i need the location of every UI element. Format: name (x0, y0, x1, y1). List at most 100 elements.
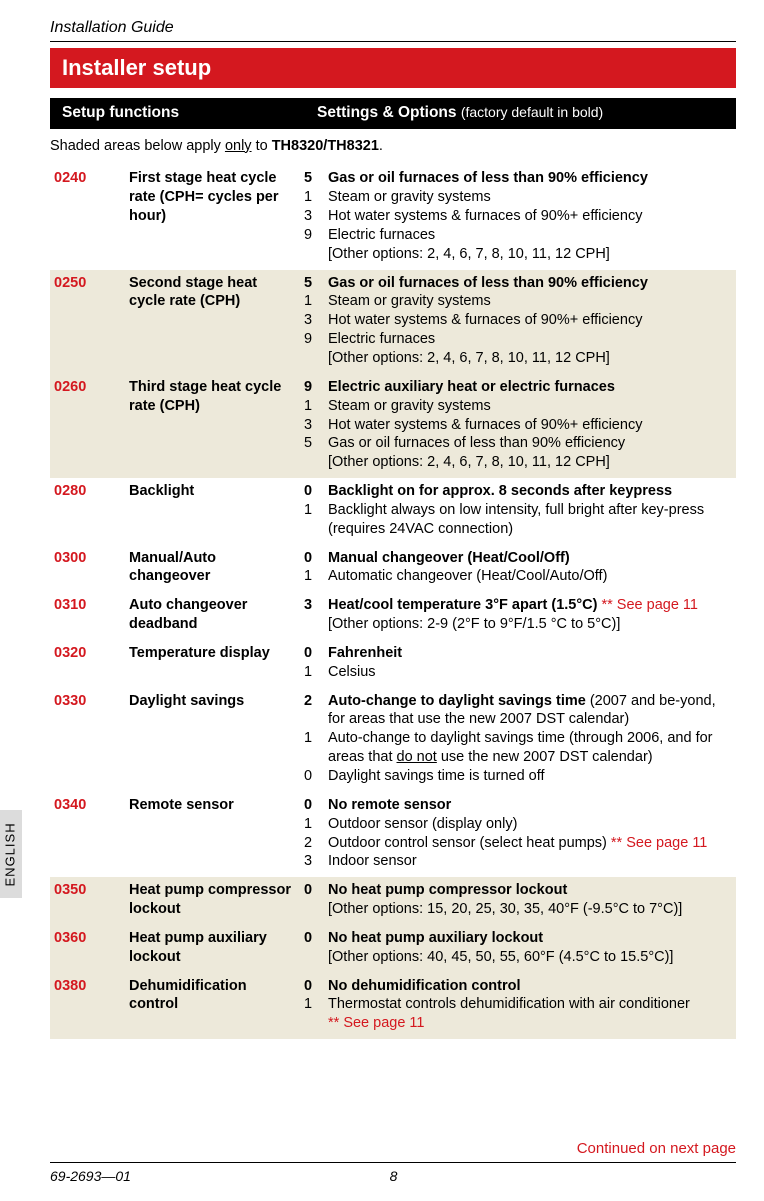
option-number: 0 (304, 767, 328, 786)
setting-code: 0280 (54, 482, 129, 539)
setting-options: 5Gas or oil furnaces of less than 90% ef… (304, 274, 730, 368)
setting-function: Temperature display (129, 644, 304, 682)
option-bracket: [Other options: 2, 4, 6, 7, 8, 10, 11, 1… (328, 453, 730, 472)
option-number: 9 (304, 226, 328, 245)
option-line: 1Auto-change to daylight savings time (t… (304, 729, 730, 767)
option-text: Manual changeover (Heat/Cool/Off) (328, 549, 730, 568)
option-line: 1Steam or gravity systems (304, 292, 730, 311)
option-text: Hot water systems & furnaces of 90%+ eff… (328, 311, 730, 330)
option-text: Gas or oil furnaces of less than 90% eff… (328, 169, 730, 188)
setting-row: 0240First stage heat cycle rate (CPH= cy… (50, 165, 736, 269)
setting-row: 0340Remote sensor0No remote sensor1Outdo… (50, 792, 736, 877)
option-number: 1 (304, 501, 328, 520)
continued-note: Continued on next page (0, 1139, 764, 1159)
setting-code: 0360 (54, 929, 129, 967)
setting-function: Heat pump auxiliary lockout (129, 929, 304, 967)
setting-row: 0310Auto changeover deadband3Heat/cool t… (50, 592, 736, 640)
setting-code: 0240 (54, 169, 129, 263)
option-bracket: [Other options: 2, 4, 6, 7, 8, 10, 11, 1… (328, 245, 730, 264)
option-text: Gas or oil furnaces of less than 90% eff… (328, 434, 730, 453)
setting-code: 0330 (54, 692, 129, 786)
option-line: 1Celsius (304, 663, 730, 682)
option-bracket: [Other options: 40, 45, 50, 55, 60°F (4.… (328, 948, 730, 967)
top-rule (50, 41, 736, 42)
option-line: 0No heat pump auxiliary lockout (304, 929, 730, 948)
option-text: Electric auxiliary heat or electric furn… (328, 378, 730, 397)
setting-code: 0250 (54, 274, 129, 368)
setting-row: 0260Third stage heat cycle rate (CPH)9El… (50, 374, 736, 478)
page-number: 8 (390, 1167, 398, 1185)
option-line: 5Gas or oil furnaces of less than 90% ef… (304, 169, 730, 188)
column-header: Setup functions Settings & Options (fact… (50, 98, 736, 128)
guide-title: Installation Guide (50, 18, 736, 39)
option-line: 3Hot water systems & furnaces of 90%+ ef… (304, 416, 730, 435)
option-text: No heat pump compressor lockout (328, 881, 730, 900)
option-text: Outdoor sensor (display only) (328, 815, 730, 834)
option-bracket: [Other options: 15, 20, 25, 30, 35, 40°F… (328, 900, 730, 919)
setting-code: 0320 (54, 644, 129, 682)
setting-function: Second stage heat cycle rate (CPH) (129, 274, 304, 368)
option-line: 3Indoor sensor (304, 852, 730, 871)
option-line: 1Backlight always on low intensity, full… (304, 501, 730, 539)
option-number: 1 (304, 815, 328, 834)
setting-function: Auto changeover deadband (129, 596, 304, 634)
option-number: 2 (304, 692, 328, 711)
option-line: 0No heat pump compressor lockout (304, 881, 730, 900)
option-line: 0No remote sensor (304, 796, 730, 815)
setting-options: 9Electric auxiliary heat or electric fur… (304, 378, 730, 472)
option-number: 5 (304, 434, 328, 453)
option-number: 9 (304, 330, 328, 349)
option-line: 9Electric furnaces (304, 330, 730, 349)
setting-function: Daylight savings (129, 692, 304, 786)
setting-code: 0310 (54, 596, 129, 634)
option-number: 0 (304, 881, 328, 900)
option-text: No heat pump auxiliary lockout (328, 929, 730, 948)
setting-function: Heat pump compressor lockout (129, 881, 304, 919)
option-text: Automatic changeover (Heat/Cool/Auto/Off… (328, 567, 730, 586)
setting-options: 0Manual changeover (Heat/Cool/Off)1Autom… (304, 549, 730, 587)
col-functions: Setup functions (62, 103, 317, 123)
setting-function: Manual/Auto changeover (129, 549, 304, 587)
setting-code: 0340 (54, 796, 129, 871)
option-text: Indoor sensor (328, 852, 730, 871)
option-bracket: [Other options: 2, 4, 6, 7, 8, 10, 11, 1… (328, 349, 730, 368)
setting-options: 3Heat/cool temperature 3°F apart (1.5°C)… (304, 596, 730, 634)
setting-options: 0No remote sensor1Outdoor sensor (displa… (304, 796, 730, 871)
option-text: No dehumidification control (328, 977, 730, 996)
section-banner: Installer setup (50, 48, 736, 89)
option-line: 3Hot water systems & furnaces of 90%+ ef… (304, 311, 730, 330)
option-text: Hot water systems & furnaces of 90%+ eff… (328, 207, 730, 226)
option-line: 0Daylight savings time is turned off (304, 767, 730, 786)
option-line: 0Fahrenheit (304, 644, 730, 663)
page-footer: 69-2693—01 8 (0, 1162, 764, 1185)
option-number: 3 (304, 207, 328, 226)
option-number: 3 (304, 852, 328, 871)
option-number: 0 (304, 644, 328, 663)
option-text: Electric furnaces (328, 330, 730, 349)
option-text: No remote sensor (328, 796, 730, 815)
option-number: 0 (304, 549, 328, 568)
setting-code: 0300 (54, 549, 129, 587)
option-line: 5Gas or oil furnaces of less than 90% ef… (304, 274, 730, 293)
option-text: Outdoor control sensor (select heat pump… (328, 834, 730, 853)
option-text: Celsius (328, 663, 730, 682)
setting-row: 0360Heat pump auxiliary lockout0No heat … (50, 925, 736, 973)
setting-row: 0280Backlight0Backlight on for approx. 8… (50, 478, 736, 545)
option-number: 5 (304, 274, 328, 293)
language-tab: ENGLISH (0, 810, 22, 898)
option-number: 5 (304, 169, 328, 188)
option-line: 2Outdoor control sensor (select heat pum… (304, 834, 730, 853)
setting-row: 0380Dehumidification control0No dehumidi… (50, 973, 736, 1040)
option-number: 0 (304, 977, 328, 996)
setting-code: 0350 (54, 881, 129, 919)
option-number: 1 (304, 995, 328, 1014)
option-number: 1 (304, 292, 328, 311)
option-rednote: ** See page 11 (328, 1014, 730, 1033)
option-text: Auto-change to daylight savings time (20… (328, 692, 730, 730)
option-line: 1Outdoor sensor (display only) (304, 815, 730, 834)
setting-row: 0330Daylight savings2Auto-change to dayl… (50, 688, 736, 792)
setting-row: 0250Second stage heat cycle rate (CPH)5G… (50, 270, 736, 374)
option-line: 5Gas or oil furnaces of less than 90% ef… (304, 434, 730, 453)
option-text: Backlight always on low intensity, full … (328, 501, 730, 539)
option-line: 1Automatic changeover (Heat/Cool/Auto/Of… (304, 567, 730, 586)
